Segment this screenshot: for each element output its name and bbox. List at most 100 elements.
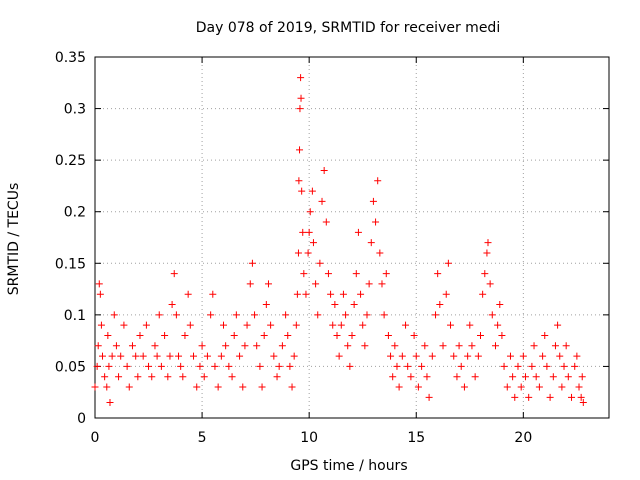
data-point — [181, 331, 189, 339]
data-point — [464, 352, 472, 360]
data-point — [228, 373, 236, 381]
data-point — [258, 383, 266, 391]
data-point — [273, 373, 281, 381]
data-point — [96, 290, 104, 298]
data-point — [481, 270, 489, 278]
data-point — [573, 352, 581, 360]
data-point — [551, 342, 559, 350]
data-point — [94, 342, 102, 350]
data-point — [498, 331, 506, 339]
data-point — [500, 362, 508, 370]
data-point — [125, 383, 133, 391]
data-point — [391, 342, 399, 350]
data-point — [329, 321, 337, 329]
data-point — [575, 383, 583, 391]
data-point — [239, 383, 247, 391]
y-axis-label: SRMTID / TECUs — [6, 183, 22, 296]
data-point — [305, 228, 313, 236]
data-point — [296, 146, 304, 154]
data-point — [532, 373, 540, 381]
data-point — [412, 352, 420, 360]
data-point — [528, 362, 536, 370]
data-point — [318, 197, 326, 205]
data-point — [306, 208, 314, 216]
data-point — [211, 362, 219, 370]
data-point — [455, 342, 463, 350]
data-point — [168, 301, 176, 309]
data-points — [91, 74, 587, 407]
data-point — [350, 301, 358, 309]
data-point — [139, 352, 147, 360]
data-point — [164, 373, 172, 381]
data-point — [136, 331, 144, 339]
grid — [95, 57, 609, 418]
data-point — [278, 342, 286, 350]
data-point — [457, 362, 465, 370]
data-point — [484, 239, 492, 247]
data-point — [256, 362, 264, 370]
data-point — [314, 311, 322, 319]
data-point — [432, 311, 440, 319]
data-point — [286, 362, 294, 370]
data-point — [361, 342, 369, 350]
data-point — [248, 259, 256, 267]
data-point — [295, 177, 303, 185]
data-point — [546, 393, 554, 401]
data-point — [200, 373, 208, 381]
data-point — [376, 249, 384, 257]
data-point — [179, 373, 187, 381]
data-point — [404, 362, 412, 370]
y-tick-label: 0.2 — [64, 205, 86, 221]
data-point — [322, 218, 330, 226]
data-point — [267, 321, 275, 329]
data-point — [387, 352, 395, 360]
plot-frame — [94, 56, 610, 419]
data-point — [418, 362, 426, 370]
data-point — [474, 352, 482, 360]
data-point — [104, 331, 112, 339]
data-point — [166, 352, 174, 360]
data-point — [327, 290, 335, 298]
data-point — [342, 311, 350, 319]
data-point — [509, 373, 517, 381]
data-point — [402, 321, 410, 329]
data-point — [369, 197, 377, 205]
data-point — [316, 259, 324, 267]
data-point — [579, 399, 587, 407]
data-point — [251, 311, 259, 319]
data-point — [494, 321, 502, 329]
data-point — [539, 352, 547, 360]
data-point — [175, 352, 183, 360]
data-point — [105, 362, 113, 370]
data-point — [577, 393, 585, 401]
data-point — [488, 311, 496, 319]
data-point — [348, 331, 356, 339]
data-point — [300, 270, 308, 278]
data-point — [395, 383, 403, 391]
data-point — [389, 373, 397, 381]
data-point — [541, 331, 549, 339]
data-point — [556, 352, 564, 360]
data-point — [511, 393, 519, 401]
data-point — [145, 362, 153, 370]
data-point — [123, 362, 131, 370]
data-point — [320, 166, 328, 174]
data-point — [442, 290, 450, 298]
data-point — [335, 352, 343, 360]
data-point — [535, 383, 543, 391]
data-point — [134, 373, 142, 381]
data-point — [486, 280, 494, 288]
data-point — [483, 249, 491, 257]
data-point — [564, 373, 572, 381]
data-point — [270, 352, 278, 360]
data-point — [460, 383, 468, 391]
data-point — [450, 352, 458, 360]
data-point — [331, 301, 339, 309]
data-point — [503, 383, 511, 391]
data-point — [95, 280, 103, 288]
data-point — [447, 321, 455, 329]
data-point — [153, 352, 161, 360]
data-point — [103, 383, 111, 391]
